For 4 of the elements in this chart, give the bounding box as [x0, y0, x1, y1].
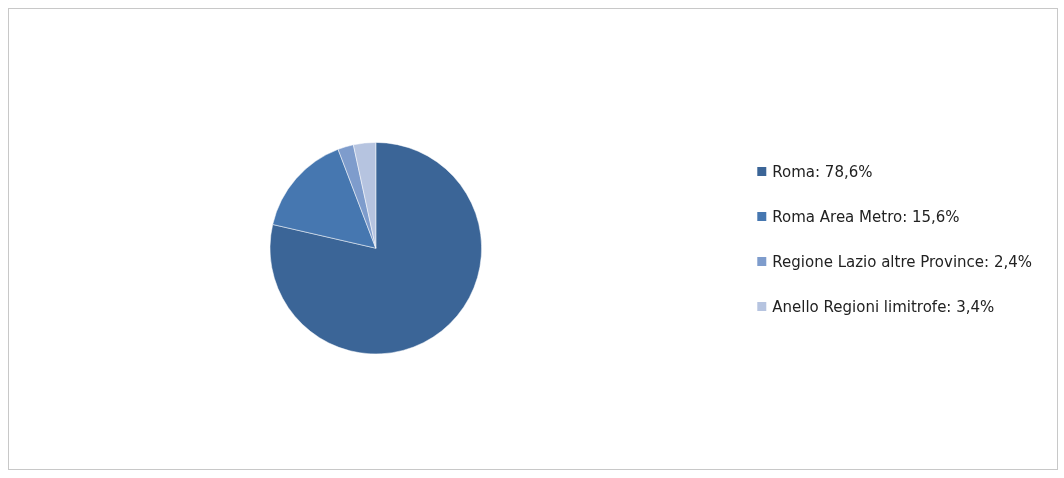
legend-label: Anello Regioni limitrofe: 3,4% [772, 297, 995, 316]
legend-label: Roma Area Metro: 15,6% [772, 207, 960, 226]
legend-label: Roma: 78,6% [772, 162, 873, 181]
legend-label: Regione Lazio altre Province: 2,4% [772, 252, 1033, 271]
